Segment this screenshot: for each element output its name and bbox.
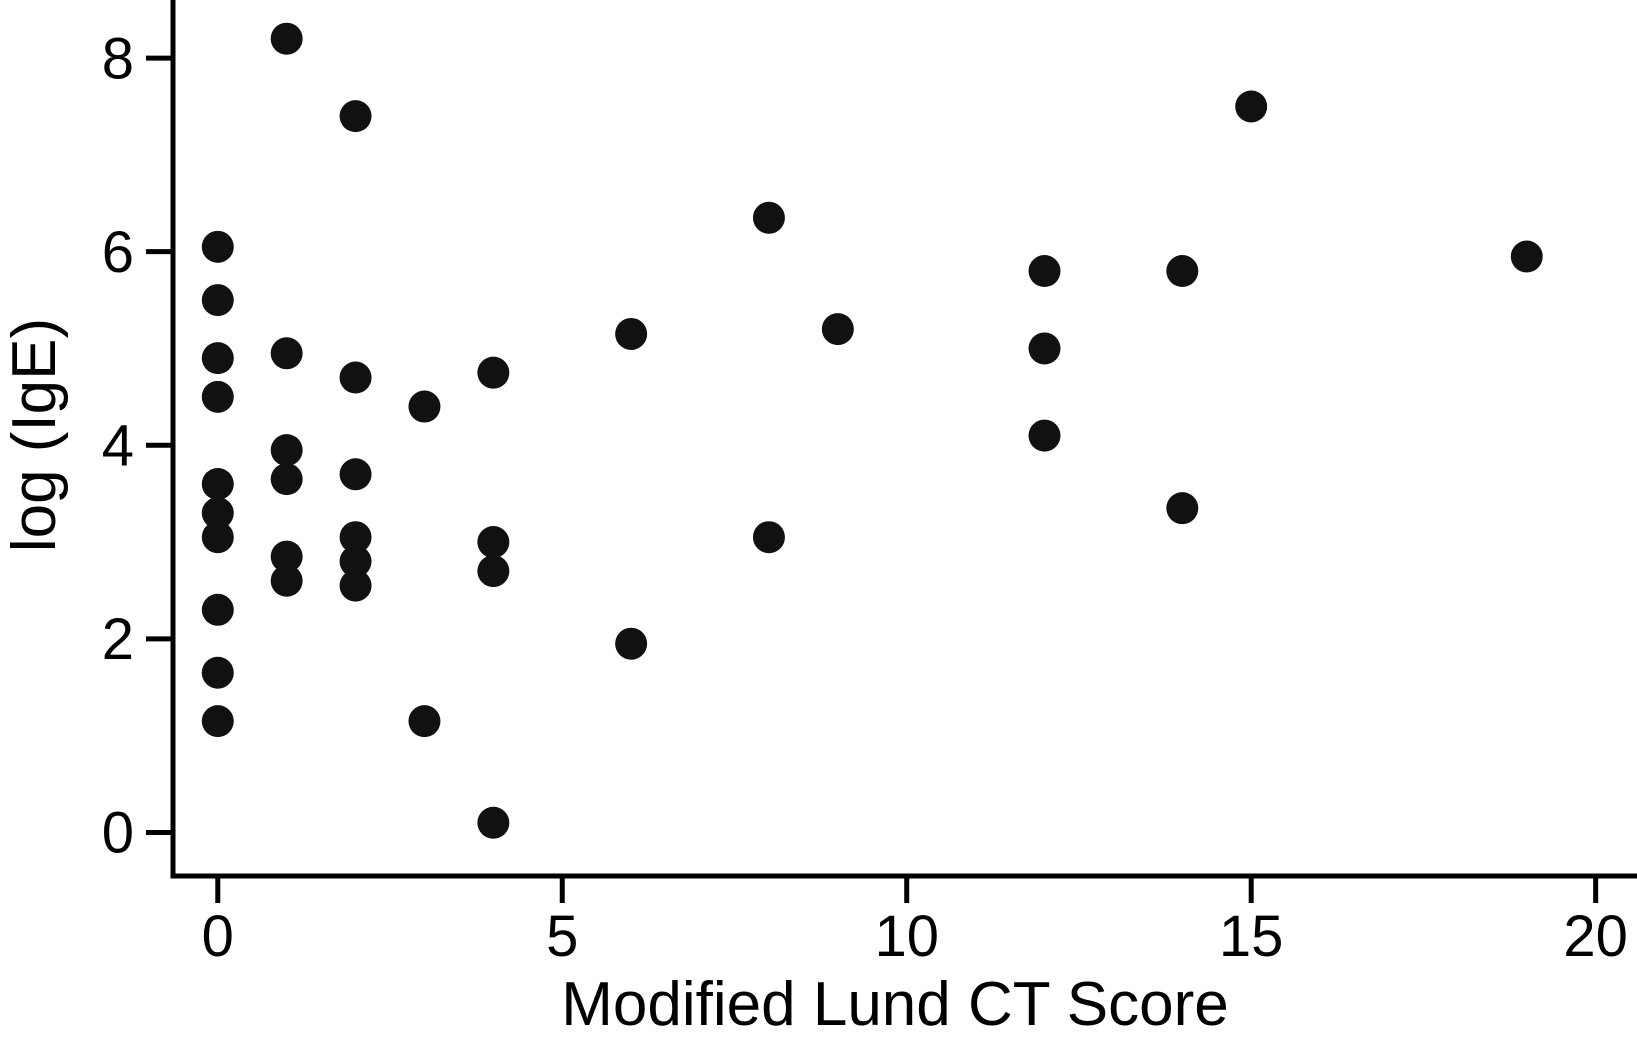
data-point <box>1028 332 1061 365</box>
data-point <box>201 521 234 554</box>
data-point <box>270 463 303 496</box>
y-tick-label: 0 <box>102 801 134 866</box>
data-point <box>408 390 441 423</box>
data-point <box>477 806 510 839</box>
y-tick-label: 8 <box>102 26 134 91</box>
data-point <box>1510 240 1543 273</box>
data-point <box>615 627 648 660</box>
data-point <box>752 521 785 554</box>
chart-layer: 0 2 4 6 8 0 5 10 15 20 <box>102 0 1637 969</box>
data-point <box>339 569 372 602</box>
data-point <box>1166 255 1199 288</box>
x-tick-label: 5 <box>546 904 578 969</box>
data-point <box>339 458 372 491</box>
data-point <box>270 337 303 370</box>
x-tick-label: 0 <box>202 904 234 969</box>
data-point <box>270 564 303 597</box>
data-point <box>201 342 234 375</box>
data-point <box>201 284 234 317</box>
data-point <box>201 593 234 626</box>
data-point <box>339 361 372 394</box>
data-point <box>477 526 510 559</box>
data-point <box>201 705 234 738</box>
data-point <box>201 380 234 413</box>
data-point <box>408 705 441 738</box>
y-tick-label: 4 <box>102 414 134 479</box>
y-tick-label: 2 <box>102 607 134 672</box>
x-axis-title: Modified Lund CT Score <box>561 970 1228 1039</box>
data-point <box>1166 492 1199 525</box>
x-tick-label: 20 <box>1563 904 1628 969</box>
y-tick-label: 6 <box>102 220 134 285</box>
y-axis-title: log (IgE) <box>0 318 69 552</box>
data-point <box>339 545 372 578</box>
data-point <box>1028 255 1061 288</box>
data-point <box>821 313 854 346</box>
data-point <box>270 540 303 573</box>
data-point <box>201 656 234 689</box>
data-point <box>201 230 234 263</box>
data-point <box>201 467 234 500</box>
data-point <box>339 100 372 133</box>
data-point <box>477 356 510 389</box>
data-point <box>270 22 303 55</box>
data-point <box>339 521 372 554</box>
x-tick-label: 15 <box>1219 904 1284 969</box>
data-point <box>477 555 510 588</box>
x-tick-label: 10 <box>874 904 939 969</box>
data-point <box>752 201 785 234</box>
data-point <box>1028 419 1061 452</box>
data-point <box>615 317 648 350</box>
data-point <box>270 434 303 467</box>
data-point <box>201 497 234 530</box>
data-point <box>1235 90 1268 123</box>
